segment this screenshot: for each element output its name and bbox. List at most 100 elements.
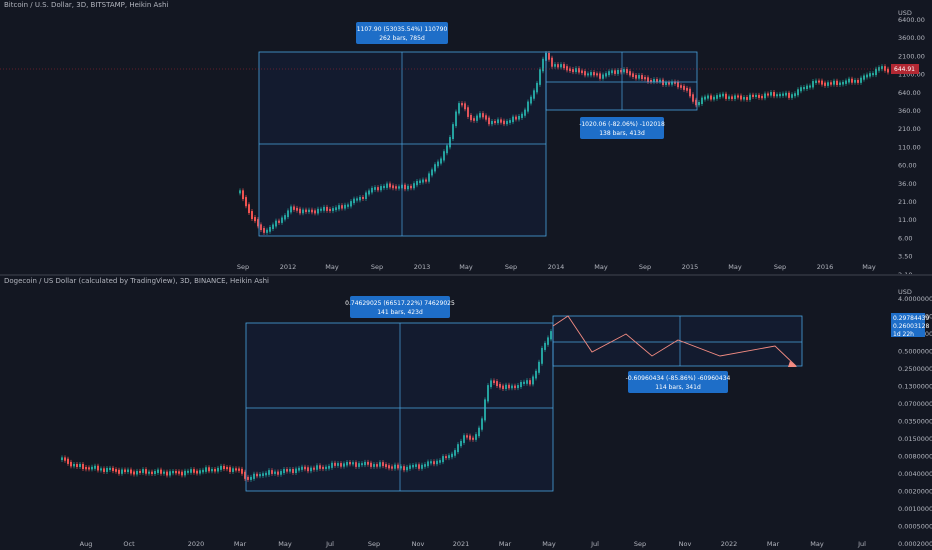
doge-candle-142 xyxy=(487,385,489,402)
btc-candle-147 xyxy=(680,85,682,88)
doge-chart[interactable]: 0.74629025 (66517.22%) 74629025 141 bars,… xyxy=(0,276,932,550)
btc-candle-82 xyxy=(485,115,487,120)
doge-candle-60 xyxy=(241,468,243,474)
doge-measure1-area xyxy=(245,322,554,492)
btc-candle-214 xyxy=(881,66,883,70)
doge-candle-87 xyxy=(322,466,324,470)
doge-candle-44 xyxy=(193,469,195,473)
btc-candle-111 xyxy=(572,69,574,73)
btc-candle-6 xyxy=(257,219,259,227)
btc-candle-25 xyxy=(314,210,316,214)
btc-candle-31 xyxy=(332,208,334,212)
btc-candle-7 xyxy=(260,224,262,231)
btc-candle-153 xyxy=(698,102,700,106)
btc-candle-211 xyxy=(872,73,874,76)
doge-candle-82 xyxy=(307,467,309,472)
btc-candle-133 xyxy=(638,75,640,79)
doge-candle-58 xyxy=(235,468,237,471)
btc-candle-216 xyxy=(887,68,889,73)
pane-divider[interactable] xyxy=(0,274,932,276)
btc-candle-49 xyxy=(386,183,388,188)
doge-time-tick-16: May xyxy=(810,540,824,548)
btc-candle-158 xyxy=(713,96,715,100)
doge-candle-7 xyxy=(82,463,84,470)
btc-chart-pane[interactable]: 1107.90 (53035.54%) 110790 262 bars, 785d… xyxy=(0,0,932,275)
doge-candle-138 xyxy=(475,434,477,440)
btc-candle-161 xyxy=(722,93,724,97)
btc-price-tag xyxy=(891,64,919,74)
doge-candle-99 xyxy=(358,463,360,467)
doge-candle-27 xyxy=(142,469,144,473)
doge-candle-163 xyxy=(550,331,552,340)
doge-candle-126 xyxy=(439,460,441,463)
doge-candle-75 xyxy=(286,469,288,472)
doge-projection-line xyxy=(552,315,797,367)
doge-candle-72 xyxy=(277,471,279,475)
btc-time-tick-7: 2014 xyxy=(548,263,565,271)
btc-candle-176 xyxy=(767,93,769,96)
doge-candle-112 xyxy=(397,464,399,469)
btc-candle-105 xyxy=(554,64,556,67)
btc-candle-155 xyxy=(704,96,706,100)
doge-candle-6 xyxy=(79,463,81,468)
doge-time-tick-11: Jul xyxy=(590,540,599,548)
doge-candle-141 xyxy=(484,399,486,421)
btc-candle-94 xyxy=(521,113,523,118)
btc-candle-118 xyxy=(593,72,595,76)
btc-candle-182 xyxy=(785,92,787,96)
btc-candle-134 xyxy=(641,75,643,80)
doge-candle-156 xyxy=(529,380,531,385)
btc-candle-143 xyxy=(668,82,670,85)
doge-candle-132 xyxy=(457,444,459,453)
btc-candle-19 xyxy=(296,207,298,211)
btc-candle-171 xyxy=(752,94,754,98)
doge-candle-86 xyxy=(319,465,321,469)
btc-candle-167 xyxy=(740,95,742,100)
doge-candle-114 xyxy=(403,466,405,471)
btc-candle-136 xyxy=(647,77,649,83)
btc-time-tick-2: May xyxy=(325,263,339,271)
btc-candle-8 xyxy=(263,228,265,233)
doge-candle-154 xyxy=(523,381,525,384)
doge-time-tick-4: May xyxy=(278,540,292,548)
doge-candle-80 xyxy=(301,466,303,470)
doge-candle-14 xyxy=(103,468,105,472)
doge-candle-65 xyxy=(256,473,258,477)
doge-candle-11 xyxy=(94,465,96,469)
btc-candle-34 xyxy=(341,205,343,209)
btc-candle-145 xyxy=(674,81,676,84)
doge-candle-161 xyxy=(544,342,546,350)
doge-candle-90 xyxy=(331,462,333,468)
doge-candle-162 xyxy=(547,337,549,345)
btc-price-tick-6: 210.00 xyxy=(898,125,921,133)
doge-candle-20 xyxy=(121,469,123,474)
doge-time-tick-5: Jul xyxy=(325,540,334,548)
btc-chart[interactable]: 1107.90 (53035.54%) 110790 262 bars, 785d… xyxy=(0,0,932,275)
btc-candle-41 xyxy=(362,196,364,199)
btc-candle-128 xyxy=(623,68,625,73)
doge-candle-39 xyxy=(178,471,180,474)
btc-candle-96 xyxy=(527,101,529,112)
doge-candle-91 xyxy=(334,462,336,466)
btc-candle-24 xyxy=(311,209,313,213)
doge-candle-41 xyxy=(184,470,186,476)
doge-candle-10 xyxy=(91,466,93,470)
doge-candle-69 xyxy=(268,470,270,475)
doge-candle-111 xyxy=(394,464,396,469)
doge-chart-pane[interactable]: 0.74629025 (66517.22%) 74629025 141 bars,… xyxy=(0,276,932,550)
btc-candle-52 xyxy=(395,186,397,189)
doge-candle-121 xyxy=(424,464,426,467)
doge-candle-66 xyxy=(259,474,261,477)
btc-candle-207 xyxy=(860,77,862,83)
btc-candle-196 xyxy=(827,82,829,86)
doge-candle-40 xyxy=(181,471,183,476)
doge-candle-122 xyxy=(427,461,429,467)
doge-time-tick-2: 2020 xyxy=(188,540,205,548)
doge-candle-8 xyxy=(85,467,87,470)
